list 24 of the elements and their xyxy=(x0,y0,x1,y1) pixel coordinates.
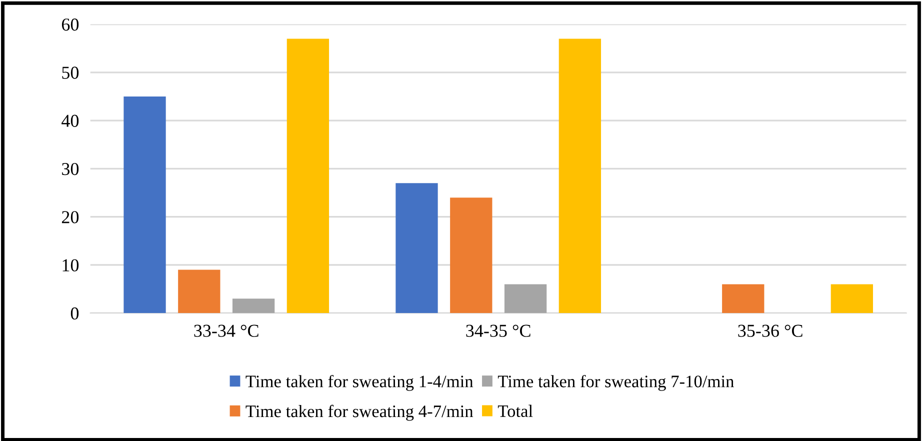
x-tick-label: 33-34 °C xyxy=(194,324,258,337)
y-tick-label: 10 xyxy=(62,259,79,272)
y-tick-label: 60 xyxy=(62,18,79,31)
legend-label: Total xyxy=(498,404,533,418)
bar xyxy=(286,38,330,314)
y-tick-label: 50 xyxy=(62,66,79,79)
bar xyxy=(124,96,166,314)
y-tick-label: 0 xyxy=(70,307,79,320)
x-tick-label: 35-36 °C xyxy=(738,324,802,337)
legend-label: Time taken for sweating 4-7/min xyxy=(246,404,474,421)
legend-label: Time taken for sweating 1-4/min xyxy=(246,374,474,391)
legend-label: Time taken for sweating 7-10/min xyxy=(498,374,734,391)
y-tick-label: 40 xyxy=(62,114,79,127)
bar xyxy=(178,270,220,314)
bar xyxy=(396,183,438,314)
y-tick-label: 20 xyxy=(62,211,79,224)
x-tick-label: 34-35 °C xyxy=(466,324,530,337)
bar xyxy=(504,284,547,314)
bar xyxy=(450,198,492,314)
y-tick-label: 30 xyxy=(62,162,79,176)
bar xyxy=(558,38,602,314)
bar xyxy=(830,284,874,314)
bar xyxy=(722,284,764,314)
bar xyxy=(232,298,275,314)
